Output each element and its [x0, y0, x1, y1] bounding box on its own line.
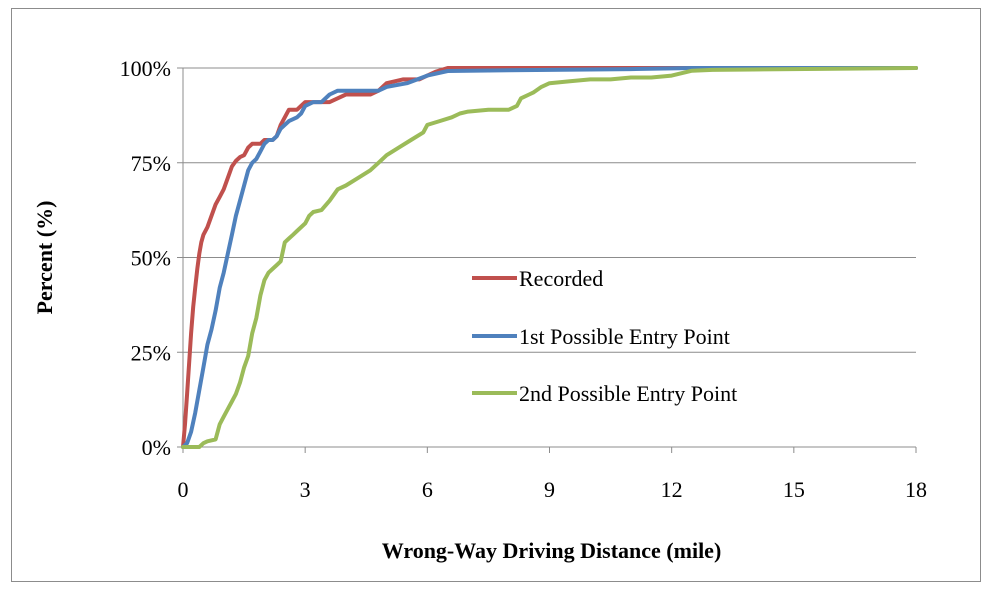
- y-axis-title: Percent (%): [32, 201, 57, 315]
- x-tick-label: 18: [905, 477, 927, 502]
- series-line-2: [181, 66, 918, 449]
- legend-label-1: Recorded: [519, 266, 603, 291]
- legend-label-3: 2nd Possible Entry Point: [519, 381, 737, 406]
- x-tick-label: 0: [178, 477, 189, 502]
- x-axis-title: Wrong-Way Driving Distance (mile): [382, 538, 722, 563]
- x-tick-label: 9: [544, 477, 555, 502]
- y-tick-label: 25%: [131, 340, 171, 365]
- y-tick-label: 0%: [142, 435, 171, 460]
- series-line-3: [181, 66, 918, 449]
- x-tick-label: 15: [783, 477, 805, 502]
- y-tick-label: 75%: [131, 151, 171, 176]
- y-tick-label: 50%: [131, 246, 171, 271]
- legend-label-2: 1st Possible Entry Point: [519, 324, 730, 349]
- x-tick-label: 12: [661, 477, 683, 502]
- x-tick-label: 6: [422, 477, 433, 502]
- x-tick-label: 3: [300, 477, 311, 502]
- y-tick-label: 100%: [120, 56, 171, 81]
